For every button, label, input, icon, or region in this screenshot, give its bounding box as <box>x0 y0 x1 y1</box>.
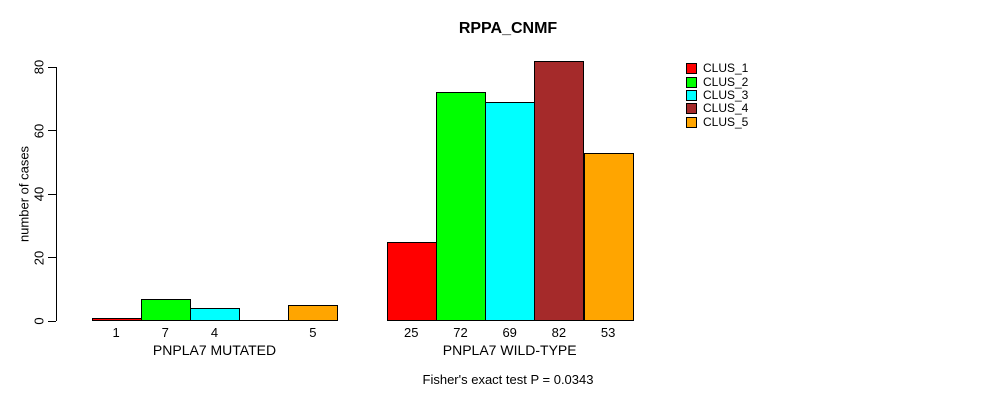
bar-value-label-clus_3-mutated: 4 <box>210 325 219 340</box>
group-label-mutated: PNPLA7 MUTATED <box>152 342 277 358</box>
bar-value-label-clus_1-mutated: 1 <box>112 325 120 340</box>
chart-title: RPPA_CNMF <box>458 20 558 37</box>
y-axis-tick <box>48 193 56 195</box>
bar-clus_3-mutated <box>189 308 241 321</box>
bar-clus_2-mutated <box>140 298 191 321</box>
legend-label: CLUS_4 <box>703 101 749 116</box>
group-label-wildtype: PNPLA7 WILD-TYPE <box>442 342 577 358</box>
y-axis-tick-label: 20 <box>31 250 47 265</box>
bar-clus_1-wildtype <box>386 241 437 321</box>
legend-label: CLUS_2 <box>703 74 749 89</box>
legend-label: CLUS_5 <box>703 114 749 129</box>
legend-label: CLUS_1 <box>703 61 749 76</box>
y-axis-line <box>56 67 57 321</box>
legend-item-clus_4: CLUS_4 <box>686 102 748 115</box>
bar-clus_5-wildtype <box>583 152 634 321</box>
legend-swatch-icon <box>686 76 697 88</box>
y-axis-tick-label: 40 <box>31 186 47 202</box>
bar-value-label-clus_5-mutated: 5 <box>309 325 317 340</box>
y-axis-tick <box>48 320 56 322</box>
legend-swatch-icon <box>686 89 697 101</box>
bar-value-label-clus_1-wildtype: 25 <box>404 325 419 340</box>
legend: CLUS_1 CLUS_2 CLUS_3 CLUS_4 CLUS_5 <box>686 62 748 129</box>
y-axis-tick-label: 0 <box>31 317 47 325</box>
legend-item-clus_5: CLUS_5 <box>686 114 749 129</box>
bar-clus_5-mutated <box>288 305 339 321</box>
y-axis-tick <box>48 130 56 131</box>
y-axis-tick <box>48 66 56 68</box>
legend-swatch-icon <box>686 116 697 128</box>
bar-clus_4-wildtype <box>534 60 585 321</box>
legend-item-clus_3: CLUS_3 <box>686 87 749 102</box>
legend-label: CLUS_3 <box>703 87 749 102</box>
legend-item-clus_2: CLUS_2 <box>686 75 748 88</box>
bar-value-label-clus_5-wildtype: 53 <box>600 325 616 340</box>
annotation-fisher-test: Fisher's exact test P = 0.0343 <box>422 372 594 387</box>
bar-value-label-clus_3-wildtype: 69 <box>502 325 517 340</box>
bar-value-label-clus_2-mutated: 7 <box>161 325 169 340</box>
bar-clus_2-wildtype <box>435 92 487 321</box>
y-axis-tick-label: 80 <box>31 59 47 75</box>
y-axis-tick-label: 60 <box>31 123 47 138</box>
legend-swatch-icon <box>686 103 697 115</box>
y-axis-tick <box>48 257 56 258</box>
bar-value-label-clus_4-wildtype: 82 <box>551 325 567 340</box>
bar-clus_3-wildtype <box>485 101 536 321</box>
bar-value-label-clus_2-wildtype: 72 <box>453 325 468 340</box>
legend-swatch-icon <box>686 63 697 75</box>
bar-clus_1-mutated <box>91 317 142 321</box>
y-axis-title: number of cases <box>16 145 32 243</box>
bar-zero-clus_4-mutated <box>239 320 290 321</box>
legend-item-clus_1: CLUS_1 <box>686 62 748 75</box>
